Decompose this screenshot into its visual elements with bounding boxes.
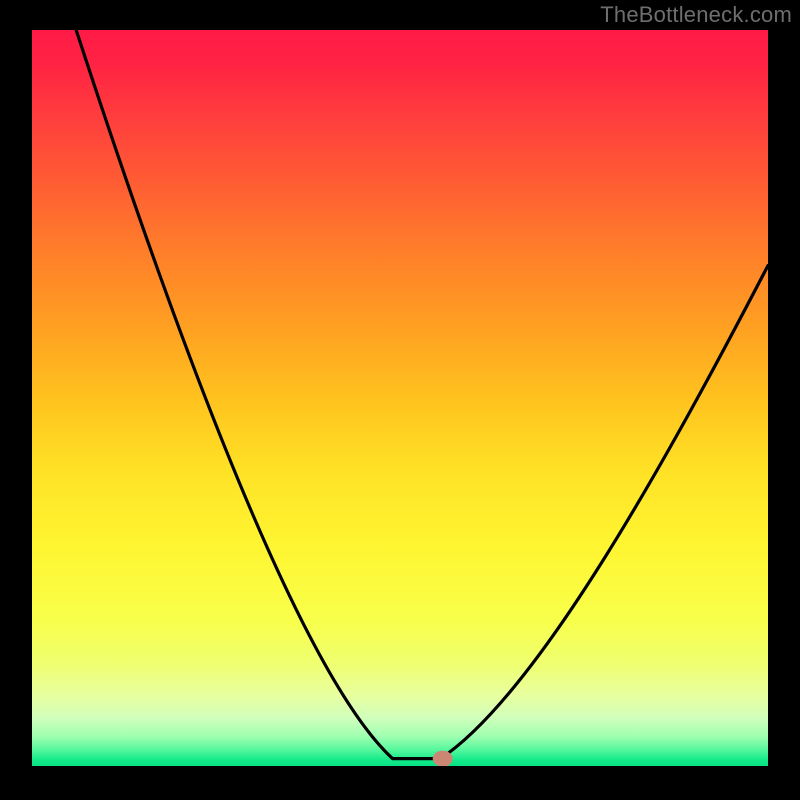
bottleneck-v-curve-chart [32,30,768,766]
optimal-point-marker [433,751,453,766]
gradient-background [32,30,768,766]
watermark-text: TheBottleneck.com [600,2,792,28]
chart-frame: TheBottleneck.com [0,0,800,800]
